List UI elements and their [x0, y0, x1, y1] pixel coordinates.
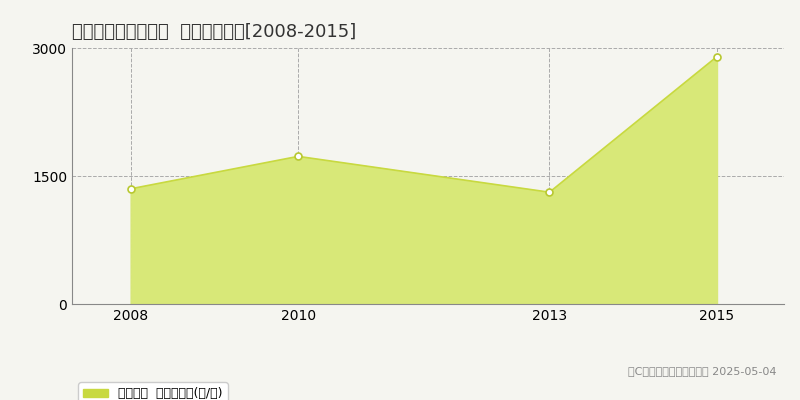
Text: （C）土地価格ドットコム 2025-05-04: （C）土地価格ドットコム 2025-05-04 [627, 366, 776, 376]
Legend: 林地価格  平均坪単価(円/坪): 林地価格 平均坪単価(円/坪) [78, 382, 228, 400]
Text: いちき串木野市川上  林地価格推移[2008-2015]: いちき串木野市川上 林地価格推移[2008-2015] [72, 23, 356, 41]
